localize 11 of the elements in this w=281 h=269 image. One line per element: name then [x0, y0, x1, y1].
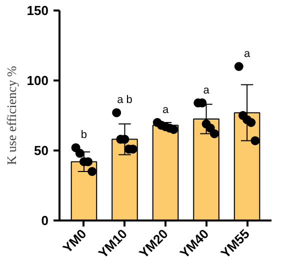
x-tick-label: YM0 [60, 226, 90, 256]
y-tick-label: 50 [34, 143, 49, 158]
annotation: a [203, 84, 210, 96]
y-tick-label: 150 [26, 3, 49, 18]
y-axis-title: K use efficiency % [4, 66, 19, 166]
y-tick-label: 100 [26, 73, 49, 88]
annotation: a [244, 48, 251, 60]
y-tick-label: 0 [41, 213, 49, 228]
annotation: a [162, 104, 170, 116]
annotation: b [80, 129, 88, 142]
annotation: a b [117, 94, 132, 106]
